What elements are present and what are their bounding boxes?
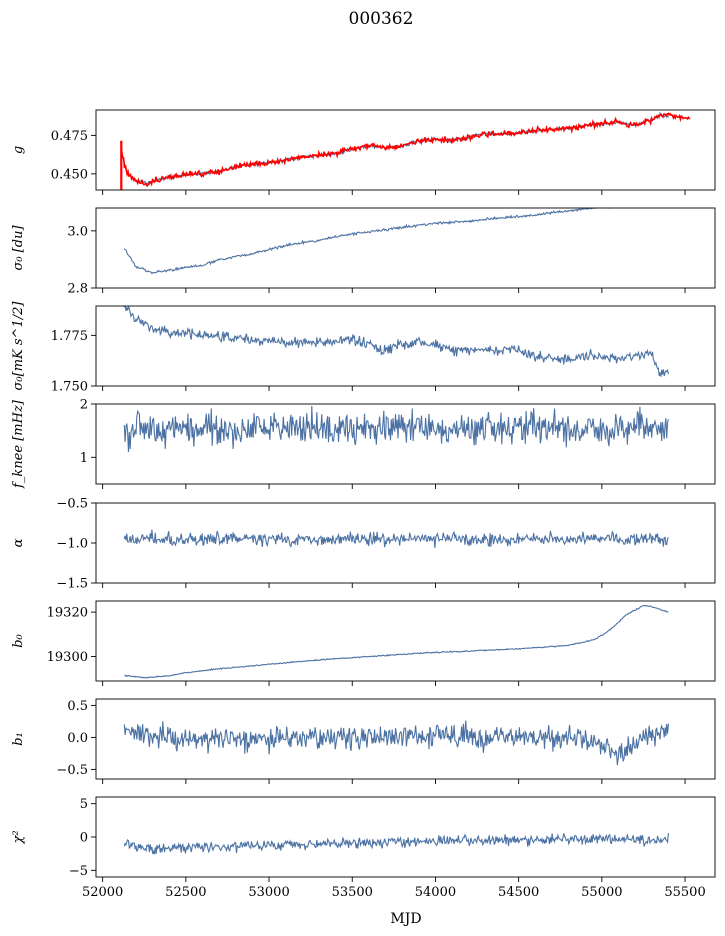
panel-1-frame <box>95 109 716 191</box>
chart-panels: 0.450 0.475 g 2.8 3.0 σ₀ [du] 1.750 1.775 σ₀[mK … <box>11 109 716 900</box>
panel-6-frame <box>95 600 716 682</box>
y-tick-label: −1.5 <box>56 577 88 592</box>
panel-8-series-1-line <box>123 832 669 855</box>
y-tick-label: 1.750 <box>51 380 88 395</box>
panel-4-frame <box>95 403 716 485</box>
panel-2-frame <box>95 207 716 289</box>
panel-5-series-1-line <box>123 529 669 548</box>
y-tick-label: 0 <box>80 831 88 846</box>
panel-2: 2.8 3.0 σ₀ [du] <box>11 207 716 297</box>
x-tick-label: 52000 <box>82 885 123 900</box>
figure-title: 000362 <box>349 9 414 29</box>
panel-4-series-1-line <box>123 405 669 453</box>
x-tick-label: 53000 <box>248 885 289 900</box>
panel-7-y-axis-label: b₁ <box>11 732 26 746</box>
panel-4-y-axis-label: f_knee [mHz] <box>11 399 26 489</box>
panel-1-series-2-line <box>120 112 691 188</box>
panel-5: −1.5 −1.0 −0.5 α <box>11 497 716 592</box>
x-tick-label: 52500 <box>165 885 206 900</box>
x-tick-label: 54000 <box>415 885 456 900</box>
y-tick-label: −0.5 <box>56 497 88 512</box>
y-tick-label: 2 <box>80 398 88 413</box>
y-tick-label: 1.775 <box>51 329 88 344</box>
y-tick-label: 19300 <box>47 650 88 665</box>
panel-3-y-axis-label: σ₀[mK s^1/2] <box>11 301 26 391</box>
y-tick-label: 0.0 <box>67 731 88 746</box>
y-tick-label: 0.475 <box>51 129 88 144</box>
x-tick-label: 53500 <box>332 885 373 900</box>
x-tick-label: 54500 <box>498 885 539 900</box>
panel-5-frame <box>95 502 716 584</box>
panel-3-frame <box>95 305 716 387</box>
panel-7: −0.5 0.0 0.5 b₁ <box>11 698 716 784</box>
panel-8: −5 0 5 52000 52500 53000 53500 54000 54500 55000 5… <box>11 796 716 900</box>
y-tick-label: 19320 <box>47 606 88 621</box>
panel-1: 0.450 0.475 g <box>11 109 716 195</box>
y-tick-label: −1.0 <box>56 537 88 552</box>
y-tick-label: 2.8 <box>67 282 88 297</box>
y-tick-label: 5 <box>80 797 88 812</box>
panel-8-frame <box>95 796 716 878</box>
x-tick-label: 55500 <box>664 885 705 900</box>
panel-5-y-axis-label: α <box>11 538 26 547</box>
panel-8-y-axis-label: χ² <box>11 830 26 844</box>
panel-3-series-1-line <box>123 306 669 377</box>
y-tick-label: 0.5 <box>67 699 88 714</box>
y-tick-label: −0.5 <box>56 763 88 778</box>
panel-6-y-axis-label: b₀ <box>11 633 26 647</box>
panel-2-y-axis-label: σ₀ [du] <box>11 225 26 271</box>
y-tick-label: 0.450 <box>51 167 88 182</box>
y-tick-label: 3.0 <box>67 224 88 239</box>
panel-7-frame <box>95 698 716 780</box>
panel-2-series-1-line <box>123 208 611 275</box>
panel-3: 1.750 1.775 σ₀[mK s^1/2] <box>11 301 716 395</box>
y-tick-label: 1 <box>80 451 88 466</box>
x-tick-label: 55000 <box>581 885 622 900</box>
x-axis-label: MJD <box>390 911 421 927</box>
panel-6-series-1-line <box>124 604 669 679</box>
panel-7-series-1-line <box>123 720 669 766</box>
panel-1-y-axis-label: g <box>11 146 26 154</box>
panel-4: 1 2 f_knee [mHz] <box>11 398 716 489</box>
panel-6: 19300 19320 b₀ <box>11 600 716 686</box>
y-tick-label: −5 <box>69 864 88 879</box>
